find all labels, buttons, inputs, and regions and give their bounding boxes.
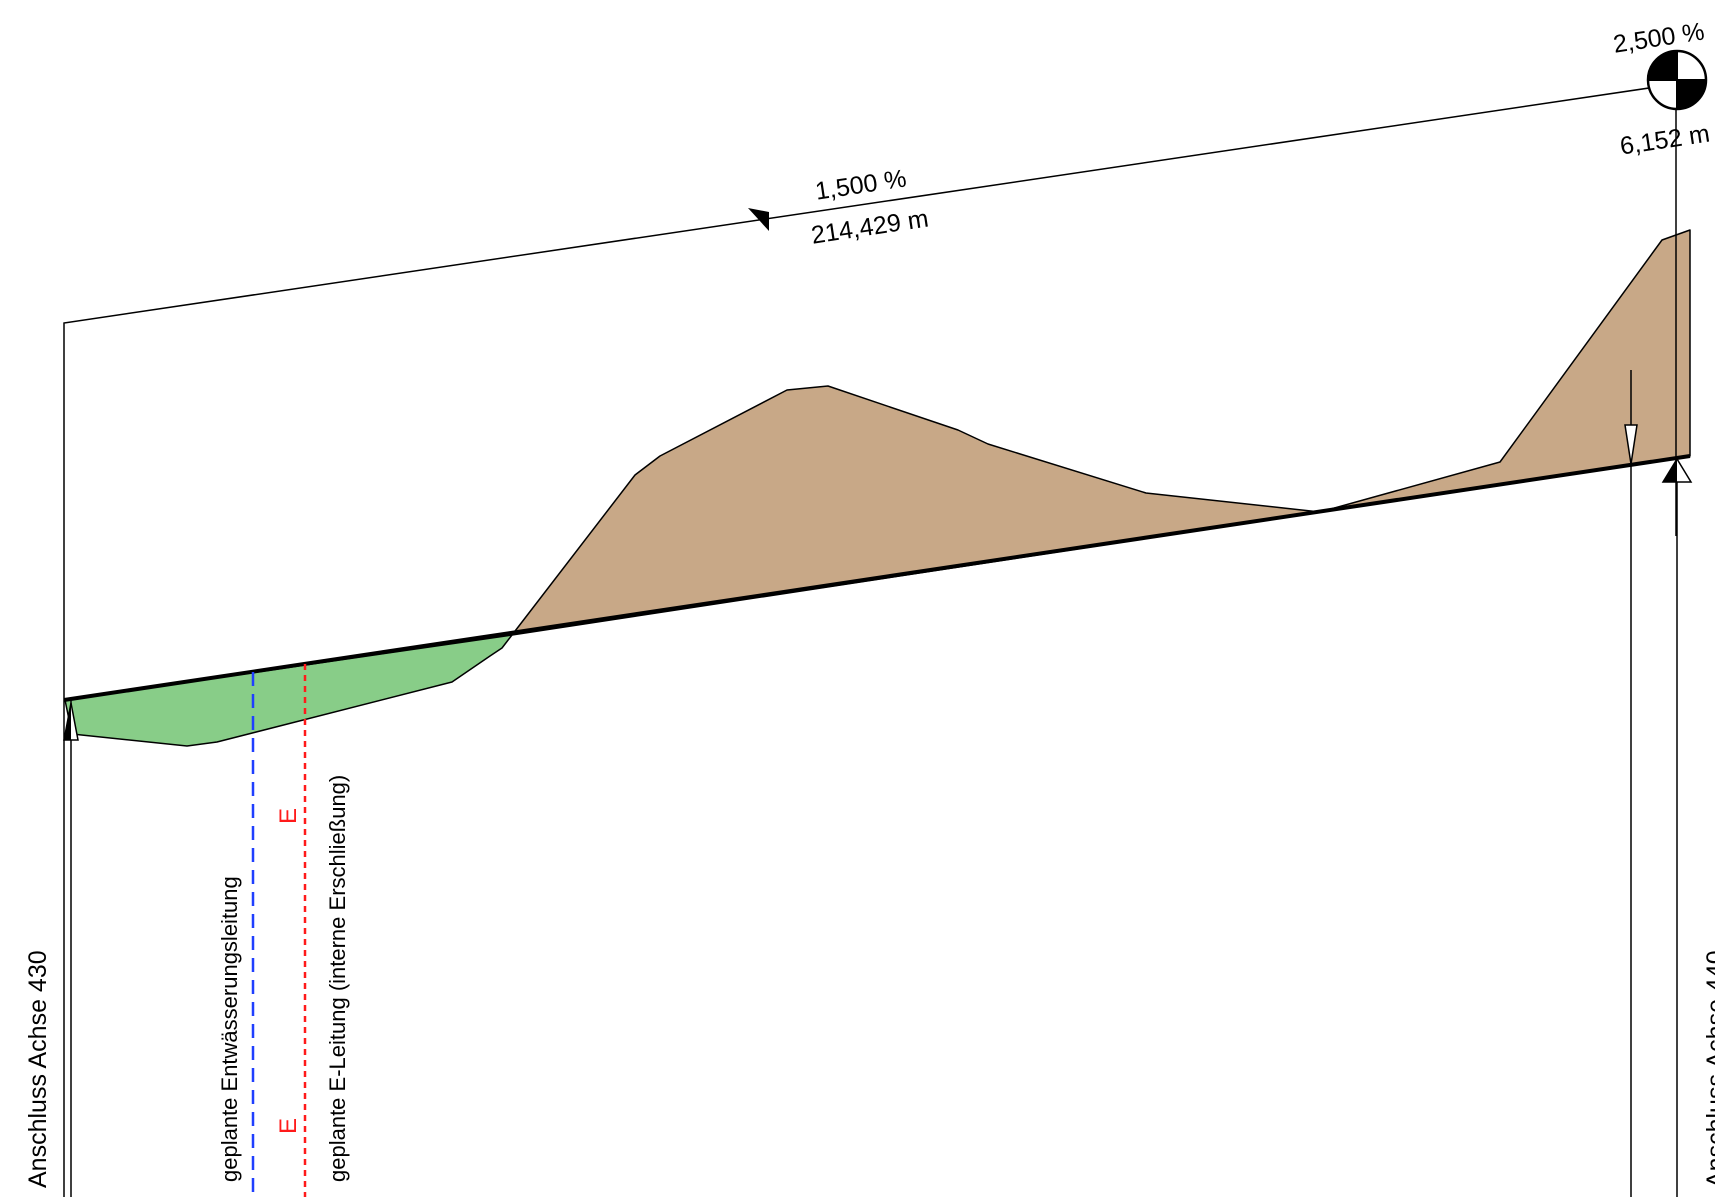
grade-end-label: 2,500 % (1611, 17, 1706, 58)
length-main-label: 214,429 m (809, 205, 930, 250)
cut-area (512, 230, 1690, 635)
elevation-symbol-icon (1648, 51, 1706, 109)
grade-direction-arrow (748, 208, 769, 231)
power-marker-bottom: E (275, 1118, 302, 1134)
power-marker-top: E (275, 808, 302, 824)
length-end-label: 6,152 m (1618, 120, 1711, 161)
end-connection-label: Anschluss Achse 440 (1702, 950, 1715, 1188)
power-line-label: geplante E-Leitung (interne Erschließung… (325, 775, 350, 1182)
drainage-pipe-label: geplante Entwässerungsleitung (217, 876, 242, 1182)
start-connection-label: Anschluss Achse 430 (24, 950, 52, 1188)
